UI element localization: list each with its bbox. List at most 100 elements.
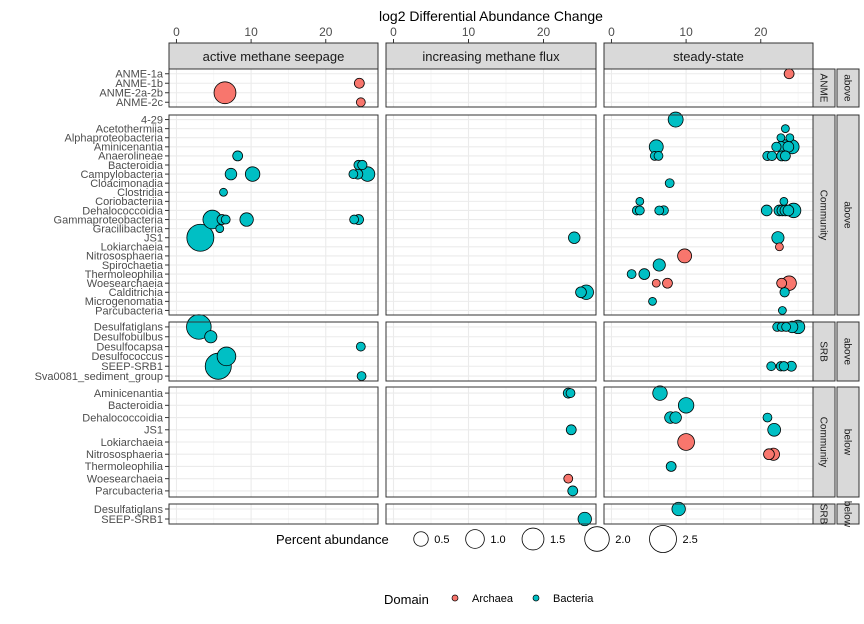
y-tick-label: JS1 (144, 425, 163, 437)
panel-background (386, 322, 596, 381)
y-tick-label: Cloacimonadia (90, 178, 164, 190)
row-strip-group-label: Community (818, 417, 829, 468)
size-legend-label: 2.5 (683, 534, 698, 546)
row-strip-group-label: Community (818, 190, 829, 241)
data-point (216, 346, 237, 367)
data-point (778, 361, 789, 372)
panel-background (604, 504, 813, 524)
data-point (356, 371, 367, 381)
row-strip-position (836, 321, 860, 382)
data-point (669, 411, 682, 424)
y-tick-label: Spirochaetia (102, 260, 164, 272)
data-point (577, 511, 592, 527)
data-point (781, 124, 790, 133)
y-tick-label: Nitrososphaeria (86, 251, 164, 263)
panel-background (604, 322, 813, 381)
y-tick-label: Sva0081_sediment_group (35, 371, 163, 383)
panel-border (385, 503, 597, 525)
y-tick-label: Thermoleophilia (85, 461, 164, 473)
data-point (652, 258, 666, 272)
data-point (348, 169, 359, 179)
x-tick-label: 0 (173, 25, 180, 39)
y-tick-label: Woesearchaeia (87, 473, 164, 485)
data-point (186, 223, 215, 252)
data-point (780, 150, 791, 162)
data-point (634, 205, 645, 216)
x-tick-label: 0 (390, 25, 397, 39)
size-legend: Percent abundance 0.5 1.0 1.5 2.0 2.5 (276, 525, 698, 553)
column-strip-label: active methane seepage (203, 49, 345, 64)
y-tick-label: Thermoleophilia (85, 269, 164, 281)
panel-border (603, 321, 814, 382)
panel-border (385, 386, 597, 498)
y-tick-label: Parcubacteria (95, 486, 164, 498)
data-point (677, 248, 693, 264)
data-point (782, 141, 795, 153)
x-tick-label: 10 (679, 25, 693, 39)
data-point (775, 242, 784, 252)
x-tick-label: 0 (608, 25, 615, 39)
y-tick-label: Parcubacteria (95, 305, 164, 317)
data-point (776, 277, 788, 289)
row-strip-position (836, 114, 860, 316)
data-point (568, 231, 581, 244)
y-tick-label: Coriobacteriia (95, 196, 164, 208)
panel-border (603, 503, 814, 525)
data-point (778, 306, 787, 315)
panel-border (168, 68, 379, 108)
y-tick-label: Lokiarchaeia (101, 437, 164, 449)
size-legend-label: 0.5 (434, 534, 449, 546)
column-strip (168, 42, 379, 70)
data-point (662, 277, 673, 289)
data-point (219, 187, 228, 197)
color-legend-key (451, 594, 459, 602)
row-strip-position-label: above (842, 338, 853, 366)
data-point (349, 214, 359, 225)
y-tick-label: SEEP-SRB1 (101, 361, 163, 373)
row-strip-position-label: below (842, 501, 853, 528)
column-strip-label: increasing methane flux (422, 49, 560, 64)
data-point (648, 297, 657, 306)
x-tick-label: 20 (754, 25, 768, 39)
data-point (653, 151, 664, 161)
size-legend-key (584, 526, 610, 552)
data-point (781, 322, 791, 332)
y-tick-label: 4-29 (141, 114, 163, 126)
data-point (635, 197, 645, 206)
size-legend-title: Percent abundance (276, 532, 389, 547)
y-tick-label: Anaerolineae (98, 151, 163, 163)
y-tick-label: Microgenomatia (85, 296, 164, 308)
data-point (565, 388, 576, 398)
y-tick-label: Aminicenantia (94, 388, 164, 400)
size-legend-label: 2.0 (615, 534, 630, 546)
data-point (353, 77, 365, 89)
data-point (760, 204, 773, 217)
data-point (626, 269, 637, 279)
data-point (766, 361, 777, 372)
data-point (355, 341, 366, 352)
color-legend-label: Archaea (472, 593, 514, 605)
color-legend-key (532, 594, 540, 602)
data-point (766, 150, 778, 161)
data-point (677, 397, 695, 414)
y-tick-label: Campylobacteria (80, 169, 163, 181)
row-strip-group-label: ANME (818, 74, 829, 103)
y-tick-label: Woesearchaeia (87, 278, 164, 290)
color-legend: Domain Archaea Bacteria (384, 592, 594, 607)
data-point (638, 268, 651, 280)
y-tick-label: Aminicenantia (94, 142, 164, 154)
x-tick-label: 20 (319, 25, 333, 39)
data-point (783, 68, 795, 80)
y-tick-label: Desulfocapsa (96, 341, 164, 353)
y-tick-label: Clostridia (117, 187, 164, 199)
panel-border (385, 114, 597, 316)
facet-panels: 0 10 20 0 10 20 0 10 20 active methane seepage inc… (35, 25, 860, 528)
y-tick-label: Acetothermiia (96, 123, 164, 135)
data-point (782, 204, 795, 217)
data-point (244, 166, 261, 182)
panel-border (603, 386, 814, 498)
y-tick-label: Desulfococcus (91, 351, 163, 363)
data-point (224, 167, 238, 181)
column-strip-label: steady-state (673, 49, 744, 64)
panel-border (168, 321, 379, 382)
